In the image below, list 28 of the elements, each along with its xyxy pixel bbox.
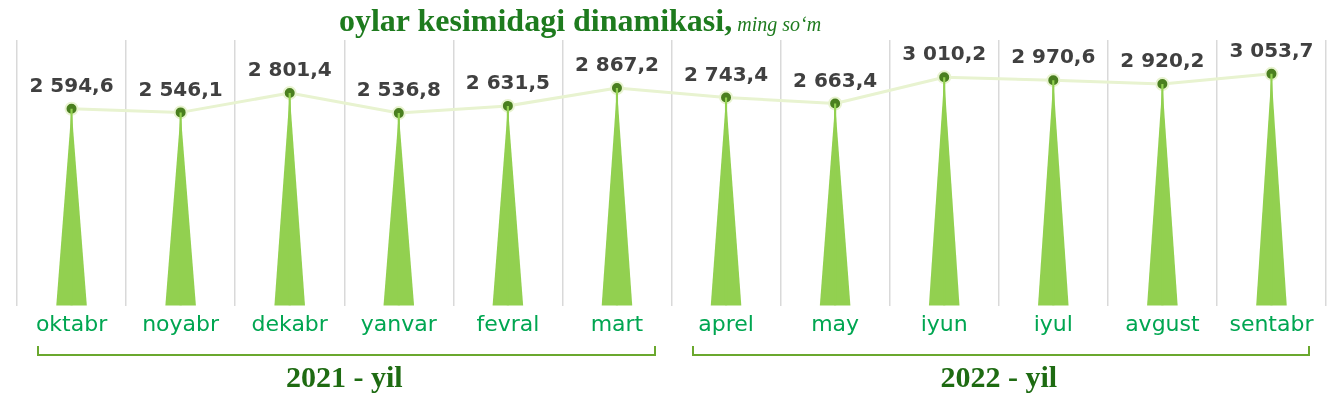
- x-tick-label: dekabr: [251, 310, 329, 336]
- data-label: 2 867,2: [574, 52, 660, 77]
- data-label: 2 970,6: [1011, 44, 1096, 69]
- chart-subtitle: ming so‘m: [736, 13, 822, 35]
- data-label: 2 801,4: [247, 57, 332, 82]
- data-label: 2 631,5: [465, 70, 550, 95]
- x-tick-label: fevral: [476, 310, 540, 336]
- data-label: 3 010,2: [902, 41, 987, 66]
- x-tick-label: may: [811, 310, 860, 336]
- x-tick-label: sentabr: [1229, 310, 1315, 336]
- data-label: 2 594,6: [29, 72, 114, 97]
- chart-title: oylar kesimidagi dinamikasi,: [338, 2, 733, 38]
- x-tick-label: iyun: [920, 310, 968, 336]
- x-tick-label: avgust: [1125, 310, 1200, 336]
- text: 2021 - yil: [284, 359, 404, 394]
- data-label: 3 053,7: [1229, 38, 1314, 63]
- x-tick-label: oktabr: [35, 310, 109, 336]
- data-label: 2 663,4: [793, 67, 878, 92]
- x-tick-label: iyul: [1033, 310, 1073, 336]
- data-label: 2 743,4: [683, 61, 769, 86]
- x-tick-label: aprel: [698, 310, 754, 336]
- data-label: 2 920,2: [1120, 48, 1205, 73]
- text: 2022 - yil: [939, 359, 1059, 394]
- data-label: 2 536,8: [356, 77, 441, 102]
- x-tick-label: yanvar: [360, 310, 438, 336]
- x-tick-label: noyabr: [142, 310, 221, 336]
- data-label: 2 546,1: [138, 76, 223, 101]
- x-tick-label: mart: [590, 310, 644, 336]
